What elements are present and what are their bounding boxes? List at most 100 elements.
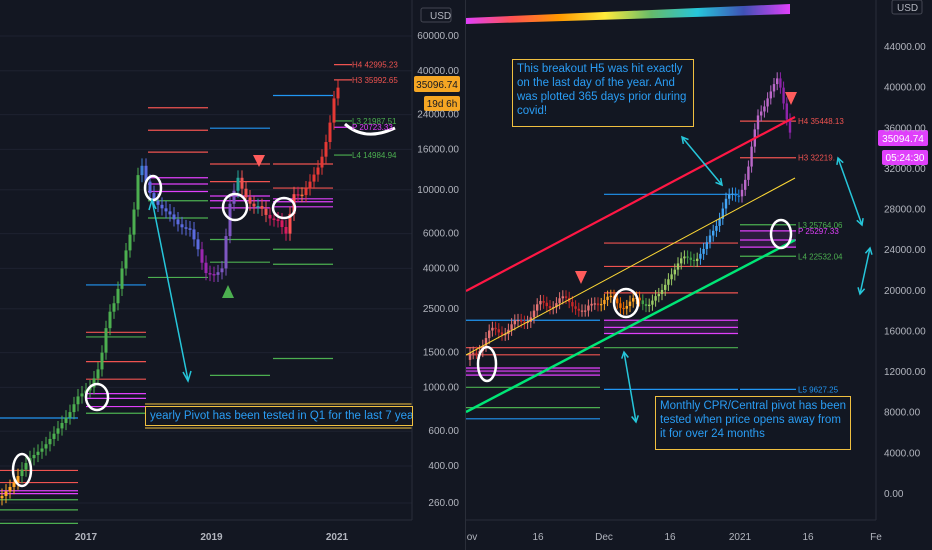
left-candle-body xyxy=(68,412,72,418)
left-candle-body xyxy=(40,448,44,452)
left-candle-body xyxy=(180,224,184,228)
right-y-tick-label: 20000.00 xyxy=(884,286,926,297)
left-level-label: H3 35992.65 xyxy=(352,76,398,85)
right-y-tick-label: 28000.00 xyxy=(884,205,926,216)
left-candle-body xyxy=(204,262,208,274)
right-candle-body xyxy=(638,297,641,301)
right-yellow-channel-line xyxy=(465,177,796,356)
left-candle-body xyxy=(304,188,308,196)
right-level-label: L3 25764.06 xyxy=(798,221,843,230)
right-red-trendline xyxy=(465,116,796,292)
left-candle-body xyxy=(148,181,152,194)
left-x-tick-label: 2017 xyxy=(75,532,98,543)
left-cyan-arrow-head-top xyxy=(148,197,157,211)
left-candle-body xyxy=(36,451,40,455)
left-candle-body xyxy=(168,211,172,215)
right-candle-body xyxy=(715,225,718,231)
right-candle-body xyxy=(654,296,657,301)
rainbow-volume-strip xyxy=(466,4,790,24)
left-candle-body xyxy=(120,268,124,289)
left-axis-unit: USD xyxy=(430,11,451,22)
right-overlays: H4 35448.13 H3 32219. L3 25764.06P 25297.3… xyxy=(465,92,928,424)
right-annotation-monthly-cpr: Monthly CPR/Central pivot has been teste… xyxy=(655,396,851,450)
right-x-tick-label: Dec xyxy=(595,532,613,543)
right-cyan-arrow-head xyxy=(680,135,689,145)
right-candle-body xyxy=(520,319,523,322)
right-candle-body xyxy=(696,258,699,261)
left-candle-body xyxy=(328,122,332,143)
right-candle-body xyxy=(641,300,644,305)
left-level-label: H4 42995.23 xyxy=(352,61,398,70)
right-x-tick-label: 16 xyxy=(532,532,544,543)
left-y-tick-label: 260.00 xyxy=(428,498,459,509)
left-candle-body xyxy=(20,469,24,477)
left-y-tick-label: 2500.00 xyxy=(423,304,460,315)
right-candle-body xyxy=(766,98,769,107)
left-candle-body xyxy=(184,227,188,229)
right-candle-body xyxy=(731,193,734,195)
right-y-tick-label: 12000.00 xyxy=(884,367,926,378)
right-candle-body xyxy=(628,301,632,307)
left-candle-body xyxy=(324,142,328,157)
right-y-tick-label: 0.00 xyxy=(884,489,904,500)
right-y-tick-label: 16000.00 xyxy=(884,326,926,337)
left-candle-body xyxy=(220,268,224,273)
left-highlight-circle xyxy=(221,192,249,222)
left-candle-body xyxy=(200,249,204,263)
left-candle-body xyxy=(300,194,304,197)
left-candle-body xyxy=(312,174,316,182)
left-candle-body xyxy=(240,177,244,189)
right-candle-body xyxy=(660,289,664,295)
left-y-tick-label: 16000.00 xyxy=(417,144,459,155)
right-candle-body xyxy=(776,78,779,85)
left-overlays: H4 42995.23 H3 35992.65 L3 21987.51P 20723… xyxy=(11,61,460,488)
right-candle-body xyxy=(545,302,548,307)
right-candle-body xyxy=(644,304,648,307)
left-candle-body xyxy=(144,165,148,182)
right-candle-body xyxy=(526,321,529,324)
right-candle-body xyxy=(683,256,686,259)
right-y-tick-label: 36000.00 xyxy=(884,123,926,134)
right-candle-body xyxy=(497,329,500,333)
left-candle-body xyxy=(152,193,156,201)
left-candle-body xyxy=(208,273,212,275)
left-candle-body xyxy=(16,476,20,483)
right-candle-body xyxy=(744,179,747,190)
right-candle-body xyxy=(740,189,744,197)
left-candle-body xyxy=(44,444,48,449)
left-candle-body xyxy=(308,181,312,189)
left-candle-body xyxy=(104,328,108,353)
right-y-tick-label: 40000.00 xyxy=(884,83,926,94)
left-candle-body xyxy=(140,165,144,176)
right-candle-body xyxy=(472,352,475,354)
left-y-tick-label: 600.00 xyxy=(428,426,459,437)
right-candle-body xyxy=(600,304,603,306)
right-candle-body xyxy=(763,106,766,112)
left-candle-body xyxy=(316,167,320,175)
left-candle-body xyxy=(196,239,200,250)
right-candle-body xyxy=(619,303,622,308)
left-cyan-arrow-head-bottom xyxy=(182,370,192,383)
right-y-tick-label: 8000.00 xyxy=(884,408,921,419)
left-y-tick-label: 40000.00 xyxy=(417,66,459,77)
right-candle-body xyxy=(484,338,488,346)
left-candle-body xyxy=(276,219,280,221)
right-candle-body xyxy=(584,310,587,312)
left-candle-body xyxy=(72,404,76,413)
left-candle-body xyxy=(212,273,216,276)
left-countdown-badge: 19d 6h xyxy=(427,99,458,110)
left-white-stroke xyxy=(343,122,396,136)
left-candle-body xyxy=(56,428,60,434)
right-candle-body xyxy=(587,305,590,311)
left-level-label: L4 14984.94 xyxy=(352,151,397,160)
right-y-tick-label: 44000.00 xyxy=(884,42,926,53)
right-candle-body xyxy=(686,256,689,258)
left-candle-body xyxy=(320,156,324,168)
right-candle-body xyxy=(734,193,737,196)
left-candle-body xyxy=(128,234,132,251)
right-candle-body xyxy=(750,146,753,167)
left-candle-body xyxy=(8,487,12,492)
right-candle-body xyxy=(523,321,526,323)
left-candle-body xyxy=(188,228,192,230)
